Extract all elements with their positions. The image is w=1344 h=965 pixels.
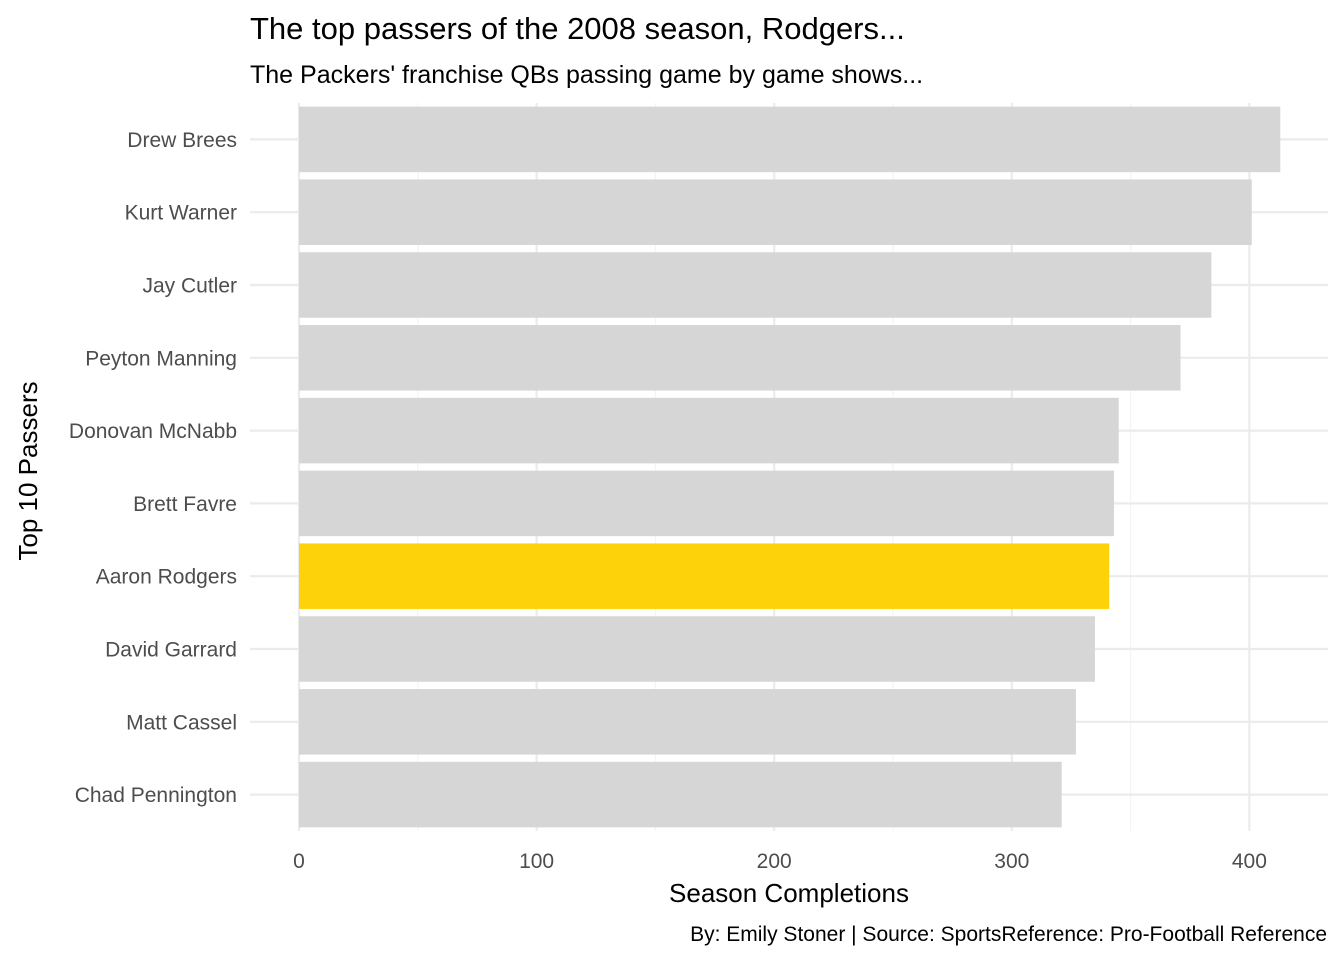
y-tick-label: Aaron Rodgers [96,566,237,589]
y-tick-label: Matt Cassel [126,711,237,734]
x-tick-label: 200 [757,850,792,873]
y-tick-label: Donovan McNabb [69,420,237,443]
bar [299,470,1114,537]
bar [299,616,1095,682]
x-tick-label: 400 [1232,850,1267,873]
y-axis-title: Top 10 Passers [13,381,43,560]
y-tick-label: Jay Cutler [142,275,237,298]
bar [299,179,1252,245]
chart-caption: By: Emily Stoner | Source: SportsReferen… [690,923,1327,946]
bar [299,689,1076,755]
x-tick-label: 0 [293,850,305,873]
y-tick-label: Drew Brees [127,129,237,152]
bar [299,106,1281,173]
bar [299,397,1119,464]
x-tick-label: 100 [519,850,554,873]
y-tick-label: Kurt Warner [125,202,237,225]
chart-title: The top passers of the 2008 season, Rodg… [250,11,905,46]
y-tick-label: Peyton Manning [85,347,237,370]
x-tick-labels: 0 100 200 300 400 [293,850,1267,873]
y-tick-label: Chad Pennington [75,784,237,807]
bar-highlight [299,543,1110,609]
y-tick-label: David Garrard [105,639,237,662]
bar [299,325,1181,391]
bar [299,761,1062,828]
x-tick-label: 300 [994,850,1029,873]
bar [299,252,1212,318]
x-axis-title: Season Completions [669,878,909,908]
y-tick-labels: Drew Brees Kurt Warner Jay Cutler Peyton Ma… [69,129,237,807]
y-tick-label: Brett Favre [133,493,237,516]
bars [299,106,1281,828]
chart-subtitle: The Packers' franchise QBs passing game … [250,61,923,89]
